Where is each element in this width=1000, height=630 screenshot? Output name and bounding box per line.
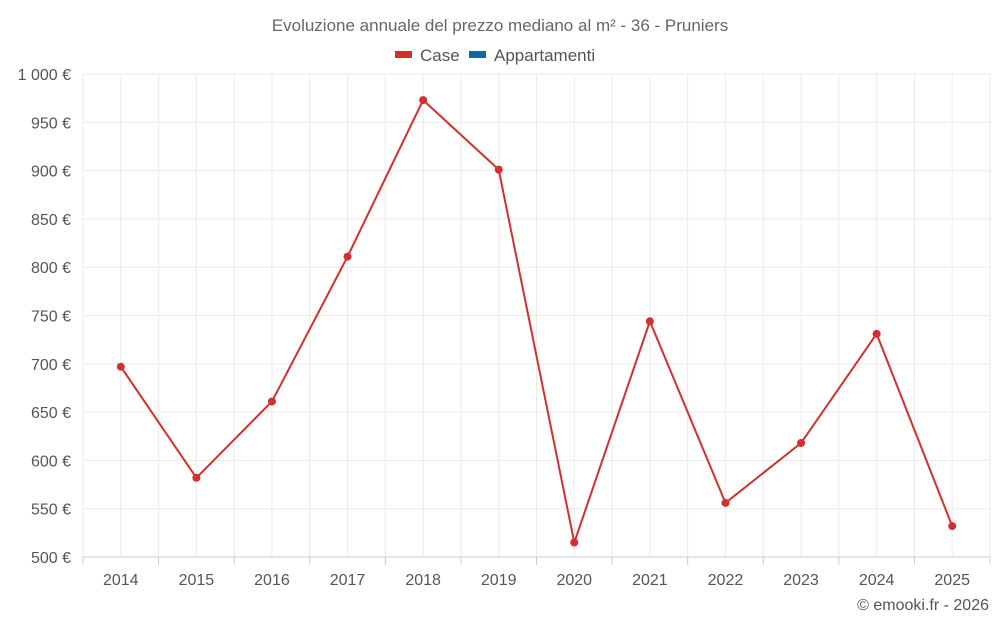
x-tick-label: 2019 [481, 572, 517, 589]
x-axis-ticks: 2014 2015 2016 2017 2018 2019 2020 2021 2022 2023… [103, 572, 970, 589]
grid [82, 73, 991, 557]
data-point[interactable] [948, 522, 957, 531]
y-tick-label: 900 € [31, 164, 71, 181]
y-tick-label: 1 000 € [18, 67, 71, 84]
x-tick-label: 2022 [708, 572, 744, 589]
legend-label-appartamenti: Appartamenti [494, 46, 595, 65]
y-axis-ticks: 500 € 550 € 600 € 650 € 700 € 750 € 800 € 850 €… [18, 67, 71, 567]
series [116, 96, 957, 547]
data-point[interactable] [267, 397, 276, 406]
data-point[interactable] [419, 96, 428, 105]
legend: Case Appartamenti [395, 46, 595, 65]
data-point[interactable] [570, 538, 579, 547]
legend-label-case: Case [420, 46, 460, 65]
x-tick-label: 2016 [254, 572, 290, 589]
y-tick-label: 700 € [31, 357, 71, 374]
chart-title: Evoluzione annuale del prezzo mediano al… [272, 16, 728, 35]
y-tick-label: 800 € [31, 260, 71, 277]
data-point[interactable] [192, 473, 201, 482]
y-tick-label: 950 € [31, 115, 71, 132]
x-tick-label: 2020 [556, 572, 592, 589]
x-tick-label: 2021 [632, 572, 668, 589]
axes [82, 556, 991, 565]
data-point[interactable] [797, 439, 806, 448]
data-point[interactable] [494, 165, 503, 174]
legend-swatch-appartamenti [469, 51, 486, 58]
x-tick-label: 2015 [179, 572, 215, 589]
series-line-case [119, 99, 954, 544]
y-tick-label: 850 € [31, 212, 71, 229]
data-point[interactable] [721, 498, 730, 507]
data-point[interactable] [343, 252, 352, 261]
data-point[interactable] [872, 329, 881, 338]
y-tick-label: 500 € [31, 550, 71, 567]
x-tick-label: 2023 [783, 572, 819, 589]
x-tick-label: 2017 [330, 572, 366, 589]
x-tick-label: 2025 [934, 572, 970, 589]
y-tick-label: 600 € [31, 453, 71, 470]
y-tick-label: 750 € [31, 309, 71, 326]
legend-item-case[interactable]: Case [395, 46, 460, 65]
data-point[interactable] [645, 317, 654, 326]
x-tick-label: 2014 [103, 572, 139, 589]
y-tick-label: 550 € [31, 502, 71, 519]
x-tick-label: 2024 [859, 572, 895, 589]
data-point[interactable] [116, 362, 125, 371]
legend-swatch-case [395, 51, 412, 58]
x-tick-label: 2018 [405, 572, 441, 589]
y-tick-label: 650 € [31, 405, 71, 422]
legend-item-appartamenti[interactable]: Appartamenti [469, 46, 595, 65]
credit-text: © emooki.fr - 2026 [857, 597, 989, 614]
